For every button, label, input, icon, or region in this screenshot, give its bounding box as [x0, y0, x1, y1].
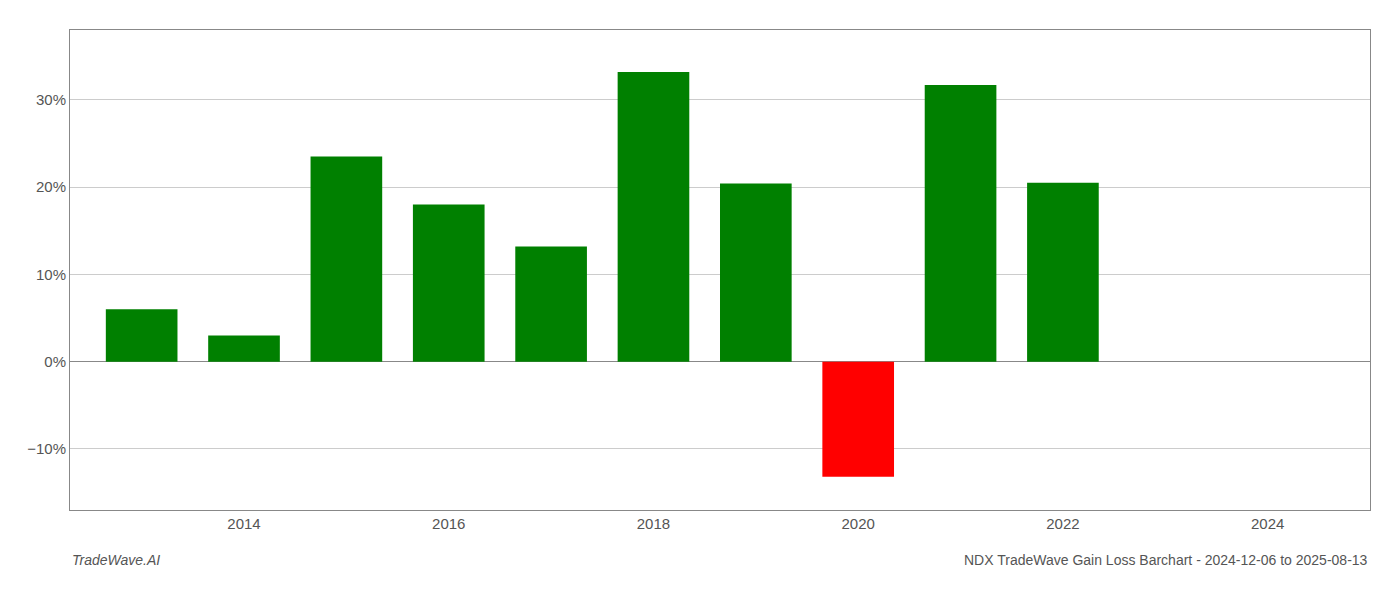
svg-text:0%: 0% — [44, 353, 66, 370]
svg-text:20%: 20% — [36, 178, 66, 195]
svg-text:2018: 2018 — [637, 515, 670, 532]
svg-text:−10%: −10% — [27, 440, 66, 457]
svg-text:30%: 30% — [36, 91, 66, 108]
svg-text:TradeWave.AI: TradeWave.AI — [72, 552, 160, 568]
svg-text:NDX TradeWave Gain Loss Barcha: NDX TradeWave Gain Loss Barchart - 2024-… — [964, 552, 1368, 568]
svg-text:2020: 2020 — [842, 515, 875, 532]
svg-text:2016: 2016 — [432, 515, 465, 532]
svg-text:2024: 2024 — [1251, 515, 1284, 532]
svg-text:2014: 2014 — [227, 515, 260, 532]
svg-text:10%: 10% — [36, 266, 66, 283]
svg-text:2022: 2022 — [1046, 515, 1079, 532]
